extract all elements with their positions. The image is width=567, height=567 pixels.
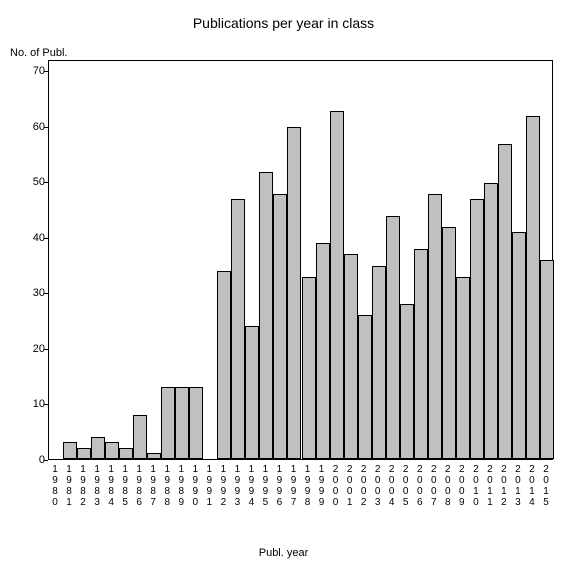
x-tick-label: 2010: [471, 464, 481, 508]
x-tick-label: 1983: [92, 464, 102, 508]
bar: [498, 144, 512, 459]
bar: [512, 232, 526, 459]
bar: [428, 194, 442, 459]
bar: [77, 448, 91, 459]
bar: [91, 437, 105, 459]
bar: [147, 453, 161, 459]
y-axis-label: No. of Publ.: [10, 47, 67, 59]
bar: [231, 199, 245, 459]
bar: [540, 260, 554, 459]
x-tick-label: 2012: [499, 464, 509, 508]
x-tick-label: 1997: [288, 464, 298, 508]
bar: [344, 254, 358, 459]
x-tick-label: 1980: [50, 464, 60, 508]
x-tick-label: 1995: [260, 464, 270, 508]
x-axis-label: Publ. year: [0, 547, 567, 559]
bar: [386, 216, 400, 459]
bar: [217, 271, 231, 459]
y-tick-mark: [44, 71, 48, 72]
x-tick-label: 2005: [401, 464, 411, 508]
x-tick-label: 1986: [134, 464, 144, 508]
x-tick-label: 2004: [387, 464, 397, 508]
x-tick-label: 2009: [457, 464, 467, 508]
x-tick-label: 1981: [64, 464, 74, 508]
y-tick-mark: [44, 349, 48, 350]
bar: [302, 277, 316, 459]
x-tick-label: 2002: [359, 464, 369, 508]
x-tick-label: 1988: [162, 464, 172, 508]
x-tick-label: 2013: [513, 464, 523, 508]
x-tick-label: 1984: [106, 464, 116, 508]
bar: [105, 442, 119, 459]
x-tick-label: 2008: [443, 464, 453, 508]
publications-chart: Publications per year in class No. of Pu…: [0, 0, 567, 567]
x-tick-label: 2006: [415, 464, 425, 508]
x-tick-label: 1991: [204, 464, 214, 508]
x-tick-label: 1989: [176, 464, 186, 508]
y-tick-mark: [44, 182, 48, 183]
bar: [175, 387, 189, 459]
bar: [133, 415, 147, 459]
x-tick-label: 1987: [148, 464, 158, 508]
x-tick-label: 1992: [218, 464, 228, 508]
x-tick-label: 1993: [232, 464, 242, 508]
y-tick-mark: [44, 238, 48, 239]
x-tick-label: 2000: [331, 464, 341, 508]
bar: [189, 387, 203, 459]
y-tick-mark: [44, 460, 48, 461]
x-tick-label: 2001: [345, 464, 355, 508]
x-tick-label: 2003: [373, 464, 383, 508]
bar: [273, 194, 287, 459]
bar: [287, 127, 301, 459]
bar: [526, 116, 540, 459]
x-tick-label: 2007: [429, 464, 439, 508]
y-tick-mark: [44, 127, 48, 128]
y-tick-mark: [44, 293, 48, 294]
x-tick-label: 1999: [317, 464, 327, 508]
bar: [330, 111, 344, 459]
x-tick-label: 1982: [78, 464, 88, 508]
bar: [456, 277, 470, 459]
bar: [414, 249, 428, 459]
x-tick-label: 2015: [541, 464, 551, 508]
bar: [484, 183, 498, 459]
x-tick-label: 2014: [527, 464, 537, 508]
bar: [161, 387, 175, 459]
bar: [259, 172, 273, 459]
bar: [358, 315, 372, 459]
bar: [400, 304, 414, 459]
x-tick-label: 1990: [190, 464, 200, 508]
bar: [470, 199, 484, 459]
x-tick-label: 1998: [303, 464, 313, 508]
plot-area: [48, 60, 553, 460]
bar: [119, 448, 133, 459]
bar: [442, 227, 456, 459]
x-tick-label: 1994: [246, 464, 256, 508]
x-tick-label: 1985: [120, 464, 130, 508]
chart-title: Publications per year in class: [0, 15, 567, 31]
bar: [316, 243, 330, 459]
bar: [245, 326, 259, 459]
x-tick-label: 2011: [485, 464, 495, 508]
x-tick-label: 1996: [274, 464, 284, 508]
y-tick-mark: [44, 404, 48, 405]
bar: [63, 442, 77, 459]
bar: [372, 266, 386, 459]
